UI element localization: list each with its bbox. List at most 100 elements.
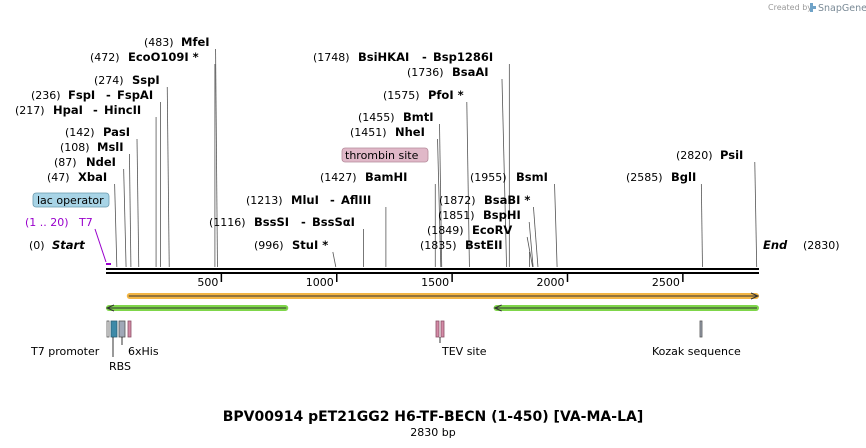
site-pos-bsmi: (1955) [470,171,507,184]
site-separator: - [422,50,427,64]
ruler-tick-label: 1500 [421,276,449,289]
site-name-stui[interactable]: StuI * [292,238,328,252]
orf-arrow-icon [750,292,760,300]
primer-leader [94,228,107,263]
site-pos-bsssi: (1116) [209,216,246,229]
site-name-sspi[interactable]: SspI [132,73,160,87]
orf-forward[interactable] [126,292,760,300]
his-tag-mark[interactable] [110,320,118,338]
site-leader-line [533,206,539,268]
thrombin-site-label: thrombin site [345,149,419,162]
tev-mark-b[interactable] [440,320,445,338]
site-leader-line [526,236,534,268]
site-name-bmti[interactable]: BmtI [403,110,434,124]
site-name-pasi[interactable]: PasI [103,125,130,139]
credit-text: Created by [768,3,812,12]
site-name-bsssai[interactable]: BssSαI [312,215,355,229]
site-name-fspai[interactable]: FspAI [117,88,153,102]
ruler-tick-label: 2000 [536,276,564,289]
end-label: End [763,238,788,252]
site-pos-ecoo109i: (472) [90,51,120,64]
site-pos-bsphi: (1851) [438,209,475,222]
site-separator: - [93,103,98,117]
rbs-mark[interactable] [118,320,126,338]
orf-reverse[interactable] [493,304,759,312]
site-name-fspi[interactable]: FspI [68,88,95,102]
site-pos-bamhi: (1427) [320,171,357,184]
site-name-bsteii[interactable]: BstEII [465,238,503,252]
orf-reverse[interactable] [105,304,289,312]
site-leader-line [129,153,132,268]
site-leader-line [123,168,127,268]
linker-mark[interactable] [127,320,132,338]
map-length: 2830 bp [410,426,455,439]
feature-label-kozak: Kozak sequence [652,345,741,358]
map-title: BPV00914 pET21GG2 H6-TF-BECN (1-450) [VA… [223,409,643,425]
site-pos-mfei: (483) [144,36,174,49]
brand-text: SnapGene [818,3,866,14]
ruler-tick-label: 500 [197,276,218,289]
orf-arrow-icon [105,304,115,312]
site-leader-line [501,78,507,268]
lac-operator-label: lac operator [37,194,104,207]
site-name-bsp1286i[interactable]: Bsp1286I [433,50,493,64]
site-name-bsphi[interactable]: BspHI [483,208,521,222]
site-pos-bsabi: (1872) [439,194,476,207]
site-name-hincii[interactable]: HincII [104,103,141,117]
thrombin-site-box [341,147,429,163]
site-separator: - [330,193,335,207]
site-name-ecoo109i[interactable]: EcoO109I * [128,50,199,64]
site-pos-pfoi: (1575) [383,89,420,102]
primer-name[interactable]: T7 [78,216,93,229]
site-name-ndei[interactable]: NdeI [86,155,116,169]
feature-label-t7-promoter: T7 promoter [30,345,100,358]
site-leader-line [166,86,170,268]
site-pos-ecorv: (1849) [427,224,464,237]
ruler-tick-label: 1000 [306,276,334,289]
site-leader-line [215,48,218,268]
feature-label-6xhis: 6xHis [128,345,159,358]
site-leader-line [466,101,470,268]
ruler-tick-label: 2500 [652,276,680,289]
tev-mark-a[interactable] [435,320,440,338]
snapgene-logo-icon [810,3,816,12]
end-pos: (2830) [803,239,840,252]
site-pos-msli: (108) [60,141,90,154]
site-name-afliii[interactable]: AflIII [341,193,371,207]
site-separator: - [106,88,111,102]
kozak-mark[interactable] [699,320,703,338]
site-name-nhei[interactable]: NheI [395,125,425,139]
site-pos-nhei: (1451) [350,126,387,139]
site-leader-lines [114,48,758,268]
site-name-bsaai[interactable]: BsaAI [452,65,489,79]
feature-lac-operator[interactable]: lac operator [32,192,110,208]
site-name-bsabi[interactable]: BsaBI * [484,193,530,207]
site-name-xbai[interactable]: XbaI [78,170,107,184]
site-name-mlui[interactable]: MluI [291,193,319,207]
site-name-bgli[interactable]: BglI [671,170,696,184]
site-name-bsihkai[interactable]: BsiHKAI [358,50,409,64]
site-name-mfei[interactable]: MfeI [181,35,210,49]
site-pos-bsihkai: (1748) [313,51,350,64]
site-name-bsssi[interactable]: BssSI [254,215,289,229]
site-name-bsmi[interactable]: BsmI [516,170,548,184]
dna-backbone[interactable] [106,268,759,274]
site-leader-line [437,138,442,268]
site-name-msli[interactable]: MslI [97,140,124,154]
site-pos-sspi: (274) [94,74,124,87]
site-leader-line [439,123,443,268]
site-pos-bsteii: (1835) [420,239,457,252]
start-label: Start [52,238,85,252]
ruler: 500 1000 1500 2000 2500 [197,274,684,289]
site-name-pfoi[interactable]: PfoI * [428,88,464,102]
site-pos-bgli: (2585) [626,171,663,184]
feature-label-tev-site: TEV site [441,345,487,358]
features-below: T7 promoter 6xHis RBS TEV site Kozak seq… [30,320,741,373]
t7-promoter-mark[interactable] [106,320,110,338]
site-name-psii[interactable]: PsiI [720,148,743,162]
site-name-bamhi[interactable]: BamHI [365,170,407,184]
site-name-ecorv[interactable]: EcoRV [472,223,512,237]
feature-thrombin-site[interactable]: thrombin site [341,147,429,163]
site-name-hpai[interactable]: HpaI [53,103,83,117]
